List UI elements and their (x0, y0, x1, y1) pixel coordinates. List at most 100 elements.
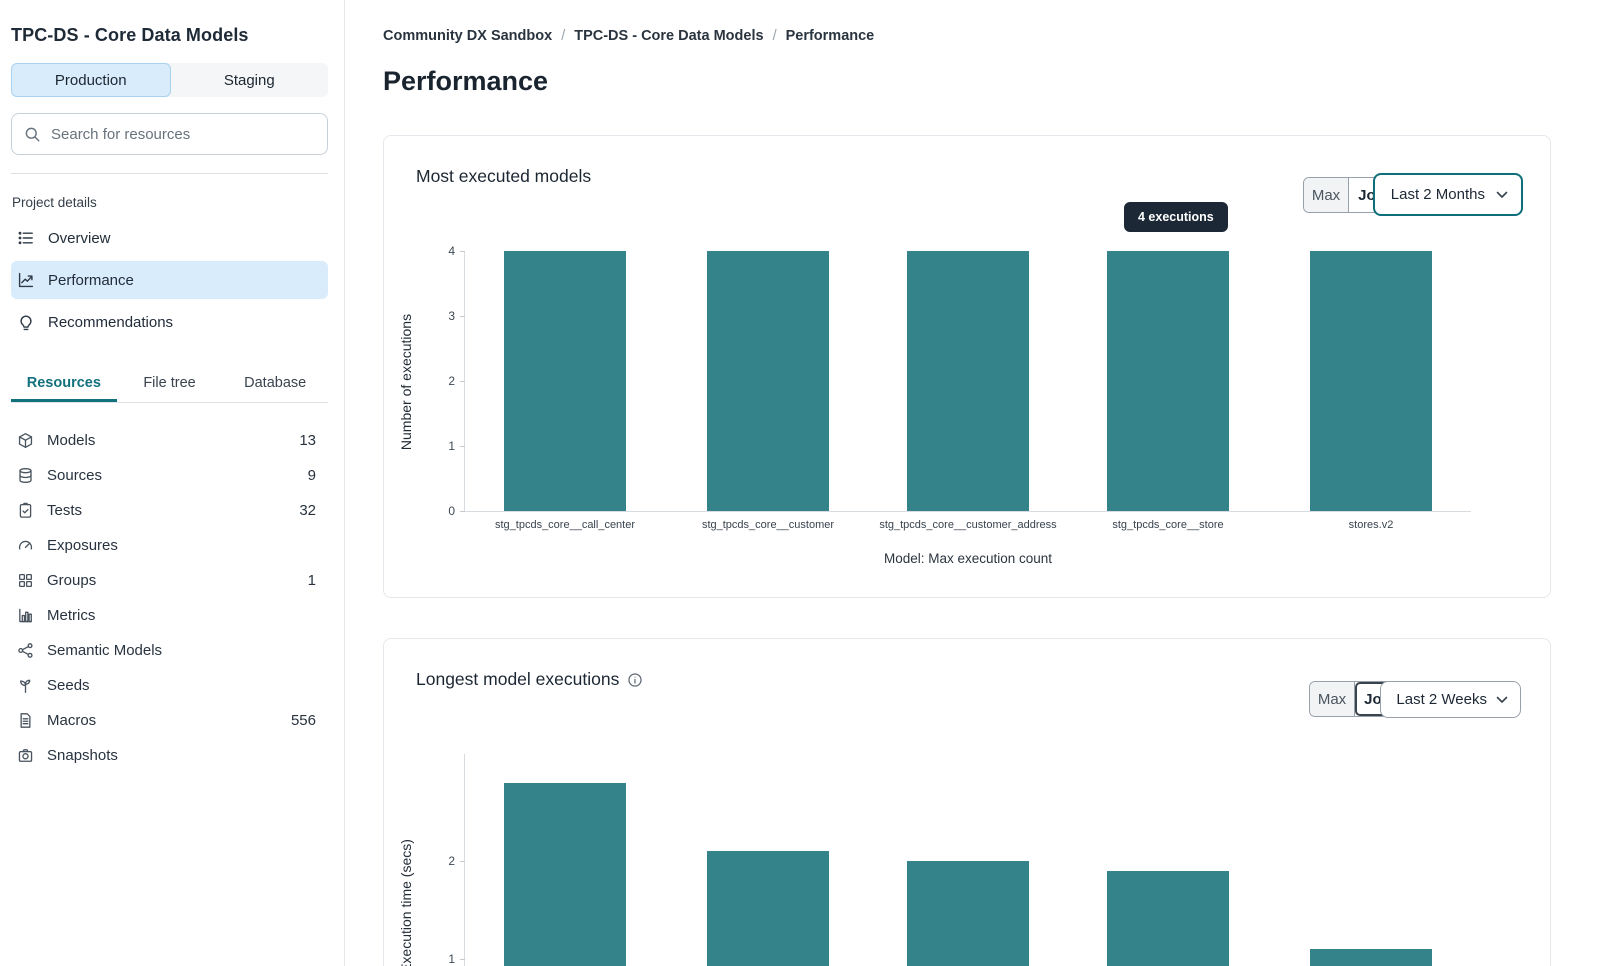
y-tick-mark (460, 316, 465, 317)
bar[interactable] (707, 851, 829, 966)
x-category-label: stg_tpcds_core__customer (701, 519, 835, 531)
resource-count: 9 (307, 467, 316, 484)
x-category-label: stg_tpcds_core__call_center (494, 519, 636, 531)
bar[interactable] (1310, 251, 1432, 511)
resource-label: Macros (47, 712, 97, 729)
environment-toggle: Production Staging (11, 63, 328, 97)
bar[interactable] (504, 782, 626, 966)
y-tick-mark (460, 251, 465, 252)
sidebar-item-sources[interactable]: Sources 9 (11, 458, 328, 493)
sidebar-item-groups[interactable]: Groups 1 (11, 563, 328, 598)
bar[interactable] (907, 861, 1029, 966)
search-icon (24, 126, 41, 143)
time-range-value: Last 2 Months (1390, 186, 1485, 203)
y-axis-title: Execution time (secs) (398, 838, 414, 966)
breadcrumb-separator: / (561, 28, 566, 44)
longest-model-executions-chart: 1 2 Execution time (secs) (398, 754, 1471, 966)
search-input[interactable] (51, 125, 315, 143)
breadcrumb: Community DX Sandbox / TPC-DS - Core Dat… (383, 26, 1621, 46)
y-tick-label: 2 (448, 374, 455, 388)
sidebar-item-seeds[interactable]: Seeds (11, 668, 328, 703)
file-text-icon (17, 712, 34, 729)
nav-label: Performance (48, 271, 134, 289)
tab-file-tree[interactable]: File tree (143, 375, 196, 391)
breadcrumb-current: Performance (785, 28, 875, 44)
y-tick-mark (460, 381, 465, 382)
list-icon (17, 229, 35, 247)
project-title: TPC-DS - Core Data Models (11, 25, 249, 45)
breadcrumb-account[interactable]: Community DX Sandbox (383, 28, 553, 44)
y-tick-label: 1 (448, 952, 455, 966)
resource-count: 32 (299, 502, 316, 519)
grid-icon (17, 572, 34, 589)
share-network-icon (17, 642, 34, 659)
resource-label: Models (47, 432, 96, 449)
most-executed-models-card: Most executed models Max Job Last 2 Mont… (383, 135, 1551, 598)
main-content: Community DX Sandbox / TPC-DS - Core Dat… (345, 0, 1621, 966)
sidebar-item-performance[interactable]: Performance (11, 261, 328, 299)
nav-label: Overview (48, 229, 111, 247)
resource-search[interactable] (11, 113, 328, 155)
time-range-value: Last 2 Weeks (1396, 691, 1487, 708)
bulb-icon (17, 313, 35, 331)
sidebar-item-semantic-models[interactable]: Semantic Models (11, 633, 328, 668)
sidebar-item-snapshots[interactable]: Snapshots (11, 738, 328, 773)
y-tick-mark (460, 861, 465, 862)
breadcrumb-separator: / (772, 28, 777, 44)
max-button[interactable]: Max (1304, 178, 1349, 212)
resource-label: Semantic Models (47, 642, 163, 659)
sidebar-item-overview[interactable]: Overview (11, 219, 328, 257)
y-tick-mark (460, 511, 465, 512)
database-icon (17, 467, 34, 484)
page-title: Performance (383, 66, 549, 96)
y-tick-label: 4 (448, 244, 455, 258)
tab-database[interactable]: Database (244, 375, 307, 391)
resource-count: 556 (290, 712, 316, 729)
time-range-select[interactable]: Last 2 Months (1372, 173, 1523, 216)
info-icon[interactable] (627, 672, 643, 688)
chevron-down-icon (1496, 191, 1508, 199)
resource-label: Exposures (47, 537, 118, 554)
bar[interactable] (1107, 251, 1229, 511)
sidebar-item-models[interactable]: Models 13 (11, 423, 328, 458)
x-category-label: stg_tpcds_core__customer_address (879, 519, 1057, 531)
x-axis-title: Model: Max execution count (883, 551, 1053, 566)
resource-count: 13 (299, 432, 316, 449)
card-title: Most executed models (416, 166, 592, 186)
y-tick-label: 2 (448, 854, 455, 868)
resource-label: Metrics (47, 607, 96, 624)
sidebar-item-tests[interactable]: Tests 32 (11, 493, 328, 528)
max-button[interactable]: Max (1310, 682, 1355, 716)
project-details-label: Project details (12, 195, 97, 210)
time-range-select[interactable]: Last 2 Weeks (1380, 681, 1521, 718)
nav-label: Recommendations (48, 313, 174, 331)
sidebar-item-recommendations[interactable]: Recommendations (11, 303, 328, 341)
env-production-button[interactable]: Production (11, 63, 171, 97)
sidebar: TPC-DS - Core Data Models Production Sta… (0, 0, 345, 966)
env-staging-button[interactable]: Staging (223, 71, 275, 89)
bar[interactable] (1310, 949, 1432, 966)
sidebar-item-macros[interactable]: Macros 556 (11, 703, 328, 738)
resource-label: Snapshots (47, 747, 118, 764)
chart-tooltip: 4 executions (1124, 202, 1228, 232)
camera-icon (17, 747, 34, 764)
bar[interactable] (1107, 870, 1229, 966)
tab-resources[interactable]: Resources (11, 366, 117, 402)
sprout-icon (17, 677, 34, 694)
sidebar-item-metrics[interactable]: Metrics (11, 598, 328, 633)
card-title: Longest model executions (416, 669, 643, 690)
most-executed-models-chart: 0 1 2 3 4 stg_tpcds_core__call_center stg_tpcd… (398, 244, 1471, 566)
gauge-icon (17, 537, 34, 554)
sidebar-item-exposures[interactable]: Exposures (11, 528, 328, 563)
bar[interactable] (707, 251, 829, 511)
resource-label: Sources (47, 467, 103, 484)
y-tick-mark (460, 446, 465, 447)
bar[interactable] (504, 251, 626, 511)
y-tick-label: 0 (448, 504, 455, 518)
resource-label: Groups (47, 572, 97, 589)
bar-chart-icon (17, 607, 34, 624)
sidebar-tabs: Resources File tree Database (11, 366, 328, 403)
breadcrumb-project[interactable]: TPC-DS - Core Data Models (574, 28, 764, 44)
bar[interactable] (907, 251, 1029, 511)
